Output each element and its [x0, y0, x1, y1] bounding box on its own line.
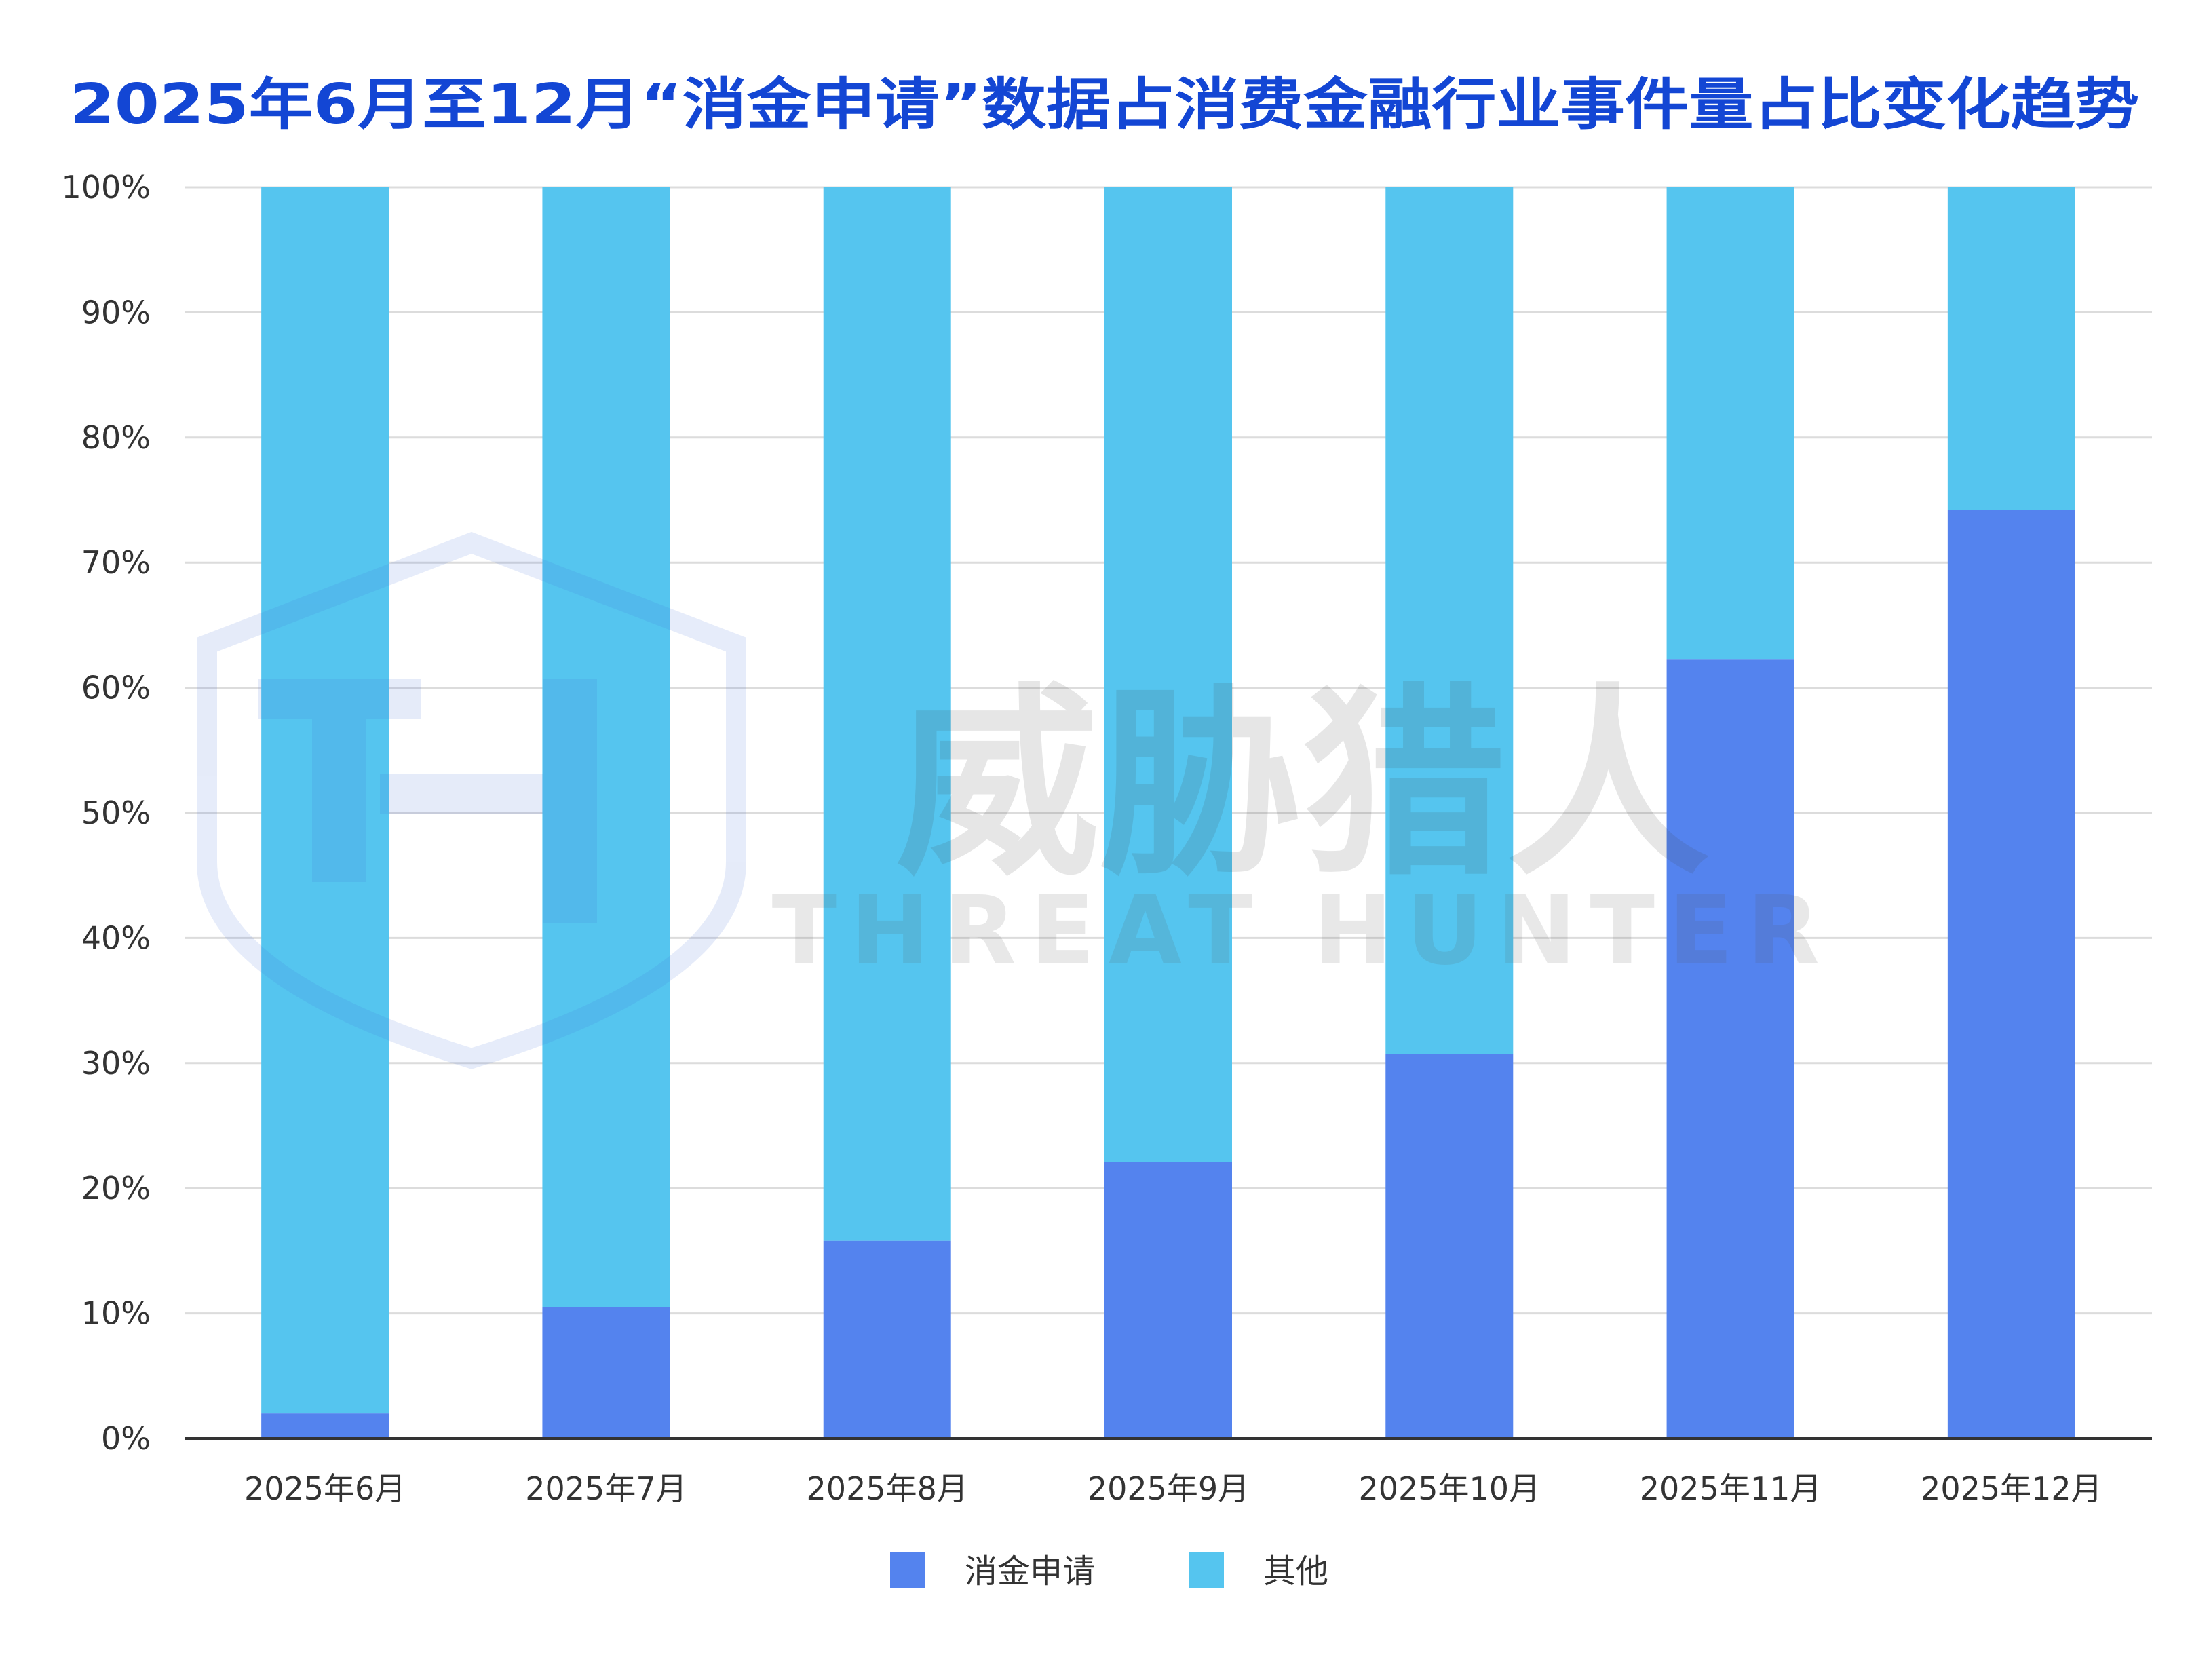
bars [261, 187, 2075, 1439]
watermark-cn: 威胁猎人 [896, 666, 1710, 903]
y-tick-label: 80% [81, 419, 151, 456]
y-tick-label: 0% [101, 1420, 151, 1457]
legend-swatch [890, 1552, 925, 1588]
y-tick-label: 70% [81, 544, 151, 581]
x-axis: 2025年6月 2025年7月 2025年8月 2025年9月 2025年10月 2025… [244, 1470, 2102, 1507]
bar-segment-other [261, 187, 389, 1414]
bar-segment-primary [1385, 1054, 1514, 1438]
bar-segment-other [1385, 187, 1514, 1054]
y-tick-label: 60% [81, 670, 151, 706]
bar-segment-other [823, 187, 951, 1241]
legend-label: 消金申请 [965, 1552, 1095, 1590]
y-tick-label: 10% [81, 1295, 151, 1332]
y-tick-label: 30% [81, 1045, 151, 1082]
bar-segment-primary [542, 1307, 670, 1438]
chart-title: 2025年6月至12月“消金申请”数据占消费金融行业事件量占比变化趋势 [70, 73, 2139, 137]
y-tick-label: 50% [81, 795, 151, 831]
y-tick-label: 40% [81, 919, 151, 956]
bar-segment-primary [261, 1413, 389, 1438]
x-tick-label: 2025年12月 [1921, 1470, 2102, 1507]
legend-swatch [1189, 1552, 1224, 1588]
x-tick-label: 2025年7月 [525, 1470, 687, 1507]
x-tick-label: 2025年8月 [807, 1470, 968, 1507]
x-tick-label: 2025年10月 [1358, 1470, 1540, 1507]
bar-segment-primary [1947, 510, 2075, 1439]
bar-segment-primary [1666, 659, 1794, 1438]
watermark-en: THREAT HUNTER [772, 876, 1834, 987]
bar-segment-other [1104, 187, 1232, 1162]
watermark-logo [197, 531, 746, 1069]
bar-segment-primary [823, 1240, 951, 1438]
x-tick-label: 2025年6月 [244, 1470, 406, 1507]
x-tick-label: 2025年9月 [1088, 1470, 1249, 1507]
legend: 消金申请 其他 [890, 1552, 1328, 1590]
watermark: 威胁猎人 THREAT HUNTER [197, 531, 1834, 1069]
bar-segment-other [1947, 187, 2075, 510]
y-axis: 0% 10% 20% 30% 40% 50% 60% 70% 80% 90% 100% [61, 169, 2152, 1457]
bar-segment-other [542, 187, 670, 1307]
x-tick-label: 2025年11月 [1640, 1470, 1822, 1507]
bar-segment-other [1666, 187, 1794, 660]
legend-label: 其他 [1263, 1552, 1328, 1590]
y-tick-label: 90% [81, 294, 151, 330]
y-tick-label: 100% [61, 169, 151, 206]
bar-segment-primary [1104, 1162, 1232, 1438]
y-tick-label: 20% [81, 1170, 151, 1206]
